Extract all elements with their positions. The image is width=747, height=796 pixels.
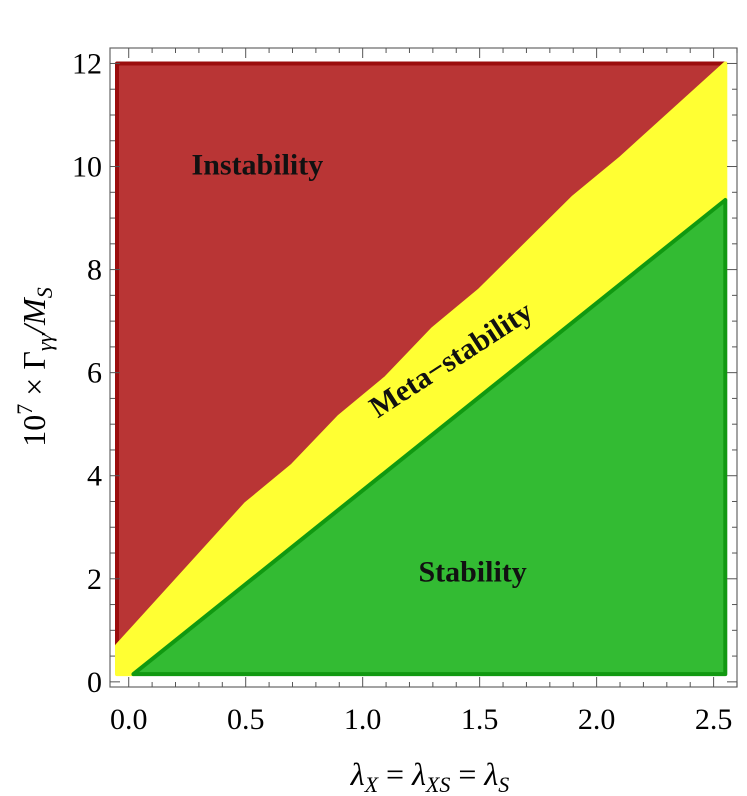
y-tick-label: 0	[87, 666, 102, 699]
plot-frame	[109, 47, 738, 688]
tick-labels: 0.0 0.5 1.0 1.5 2.0 2.5 0 2 4 6 8 10 12	[72, 47, 732, 736]
region-label: Stability	[418, 555, 526, 588]
x-tick-label: 2.5	[695, 703, 733, 736]
x-tick-label: 1.5	[461, 703, 499, 736]
x-tick-label: 2.0	[578, 703, 616, 736]
y-tick-label: 10	[72, 151, 102, 184]
y-tick-label: 8	[87, 254, 102, 287]
x-axis-title: λX = λXS = λS	[350, 756, 510, 796]
region-stability	[131, 198, 728, 677]
y-tick-label: 2	[87, 563, 102, 596]
region-meta-stability	[115, 61, 728, 677]
region-label: Instability	[192, 148, 324, 181]
y-axis-title: 107 × Γγγ/MS	[12, 287, 57, 446]
regions	[115, 61, 728, 677]
ticks	[110, 48, 738, 687]
x-tick-label: 0.0	[110, 703, 148, 736]
y-tick-label: 6	[87, 357, 102, 390]
y-tick-label: 12	[72, 47, 102, 80]
y-tick-label: 4	[87, 460, 102, 493]
x-tick-label: 1.0	[344, 703, 382, 736]
x-tick-label: 0.5	[227, 703, 265, 736]
